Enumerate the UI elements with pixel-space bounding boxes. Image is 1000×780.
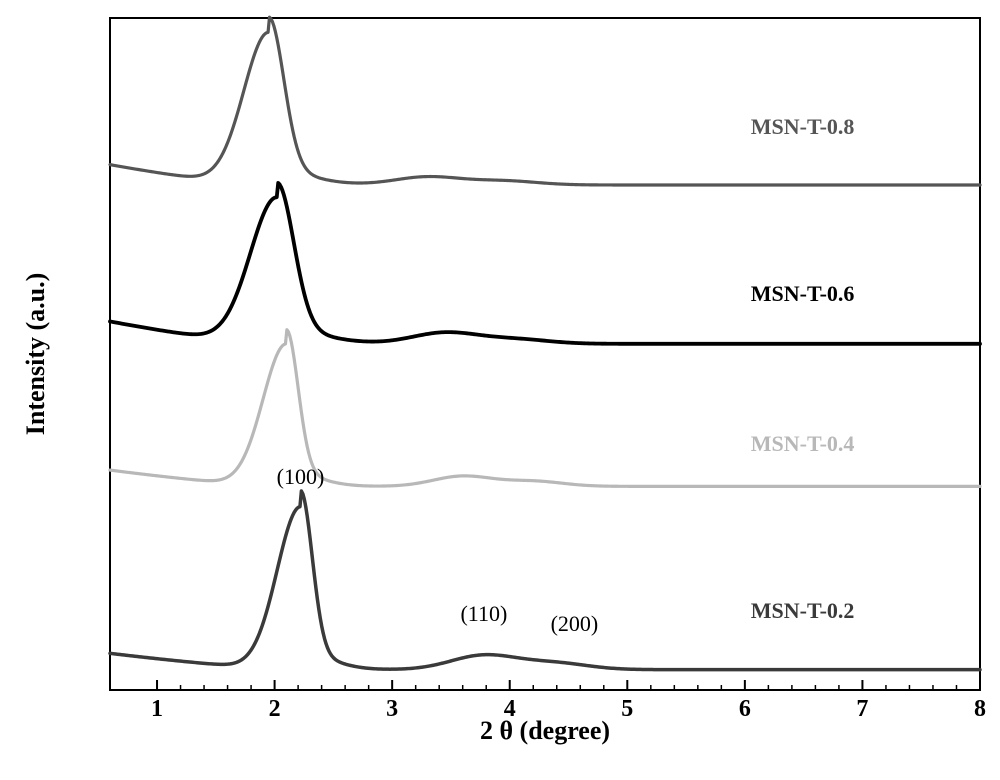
series-curve <box>110 17 980 185</box>
x-tick-label: 1 <box>151 696 163 723</box>
x-tick-label: 8 <box>974 696 986 723</box>
x-axis-label: 2 θ (degree) <box>480 716 610 746</box>
series-label: MSN-T-0.8 <box>751 114 855 140</box>
series-label: MSN-T-0.2 <box>751 598 855 624</box>
x-tick-label: 5 <box>621 696 633 723</box>
series-curve <box>110 330 980 487</box>
peak-annotation: (100) <box>277 464 325 490</box>
series-curve <box>110 491 980 670</box>
x-tick-label: 2 <box>269 696 281 723</box>
series-label: MSN-T-0.4 <box>751 431 855 457</box>
peak-annotation: (110) <box>460 601 507 627</box>
peak-annotation: (200) <box>551 611 599 637</box>
x-tick-label: 4 <box>504 696 516 723</box>
x-tick-label: 7 <box>856 696 868 723</box>
y-axis-label: Intensity (a.u.) <box>21 273 51 436</box>
series-curve <box>110 183 980 344</box>
series-label: MSN-T-0.6 <box>751 281 855 307</box>
x-tick-label: 3 <box>386 696 398 723</box>
figure-container: Intensity (a.u.) 2 θ (degree) 1 2 3 4 5 6 7 8 MS… <box>0 0 1000 780</box>
x-tick-label: 6 <box>739 696 751 723</box>
